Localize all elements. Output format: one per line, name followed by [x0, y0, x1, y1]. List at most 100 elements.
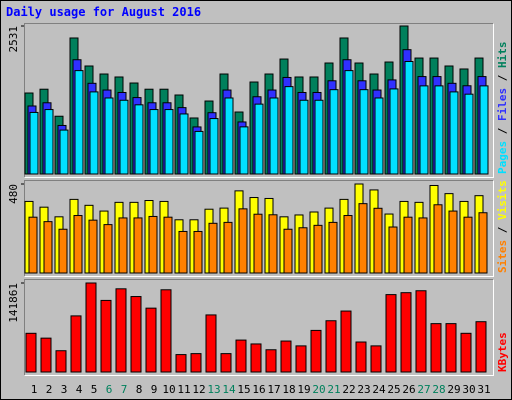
panel-border — [24, 180, 494, 277]
bar — [179, 113, 189, 175]
x-tick-label: 8 — [136, 383, 143, 396]
bar — [70, 315, 82, 373]
bar — [434, 85, 444, 175]
bar — [130, 296, 142, 373]
bar — [475, 321, 487, 373]
x-tick-label: 25 — [387, 383, 400, 396]
bar — [194, 130, 204, 175]
x-tick-label: 30 — [462, 383, 475, 396]
bar — [29, 111, 39, 175]
x-tick-label: 6 — [106, 383, 113, 396]
x-tick-label: 17 — [267, 383, 280, 396]
bar — [100, 299, 112, 373]
bar — [299, 99, 309, 175]
bar — [220, 353, 232, 373]
bar — [190, 353, 202, 373]
y-tick-label: 141861 — [7, 283, 20, 323]
x-tick-label: 31 — [477, 383, 490, 396]
bar — [298, 227, 308, 274]
x-tick-label: 21 — [327, 383, 340, 396]
bar — [284, 86, 294, 175]
bar — [115, 288, 127, 373]
bar — [400, 292, 412, 373]
bar — [85, 282, 97, 373]
bar — [389, 88, 399, 175]
bar — [44, 109, 54, 175]
bar — [254, 103, 264, 175]
bar — [479, 85, 489, 175]
bar — [445, 323, 457, 373]
bar — [388, 226, 398, 274]
x-tick-label: 16 — [252, 383, 265, 396]
bar — [73, 215, 83, 274]
bar — [310, 329, 322, 373]
bar — [359, 89, 369, 175]
legend-entry: Hits — [496, 42, 509, 69]
x-tick-label: 19 — [297, 383, 310, 396]
x-tick-label: 28 — [432, 383, 445, 396]
x-tick-label: 14 — [222, 383, 236, 396]
legend-entry: Sites — [496, 240, 509, 273]
bar — [415, 290, 427, 373]
bar — [370, 345, 382, 373]
bar — [160, 289, 172, 373]
bar — [134, 104, 144, 175]
panel-border — [24, 23, 494, 178]
bar — [55, 350, 67, 373]
bar — [118, 217, 128, 274]
legend-entry: Pages — [496, 141, 509, 174]
bar — [449, 91, 459, 175]
x-tick-label: 15 — [237, 383, 250, 396]
x-tick-label: 24 — [372, 383, 386, 396]
bar — [329, 89, 339, 175]
x-tick-label: 9 — [151, 383, 158, 396]
bar — [295, 345, 307, 373]
bar — [238, 208, 248, 274]
x-tick-label: 1 — [31, 383, 38, 396]
x-tick-label: 13 — [207, 383, 220, 396]
bar — [268, 214, 278, 274]
bar — [448, 210, 458, 274]
bar — [205, 314, 217, 373]
legend-entry: KBytes — [496, 332, 509, 372]
bar — [328, 221, 338, 274]
y-tick-label: 480 — [7, 184, 20, 204]
panel-border — [24, 279, 494, 376]
bar — [119, 99, 129, 175]
x-tick-label: 26 — [402, 383, 415, 396]
x-tick-label: 7 — [121, 383, 128, 396]
legend-entry: Files — [496, 88, 509, 121]
bar — [223, 221, 233, 274]
bar — [235, 339, 247, 373]
bar — [28, 216, 38, 274]
bar — [280, 340, 292, 373]
bar — [430, 323, 442, 373]
x-tick-label: 2 — [46, 383, 53, 396]
bar — [373, 207, 383, 274]
bar — [164, 109, 174, 175]
x-tick-label: 22 — [342, 383, 355, 396]
x-tick-label: 27 — [417, 383, 430, 396]
bar — [58, 228, 68, 274]
bar — [325, 320, 337, 373]
legend-separator: / — [496, 68, 509, 88]
bar — [88, 219, 98, 274]
bar — [209, 118, 219, 175]
bar — [250, 343, 262, 373]
bar — [59, 129, 69, 175]
bar — [74, 70, 84, 175]
bar — [340, 310, 352, 373]
bar — [460, 332, 472, 373]
bar — [478, 212, 488, 274]
legend-entry: Visits — [496, 180, 509, 220]
bar — [385, 294, 397, 373]
legend: Sites / Visits — [496, 180, 509, 273]
bar — [253, 213, 263, 274]
legend: Pages / Files / Hits — [496, 42, 509, 175]
bar — [193, 230, 203, 274]
bar — [355, 341, 367, 373]
bar — [89, 91, 99, 175]
bar — [178, 230, 188, 274]
legend: KBytes — [496, 332, 509, 372]
